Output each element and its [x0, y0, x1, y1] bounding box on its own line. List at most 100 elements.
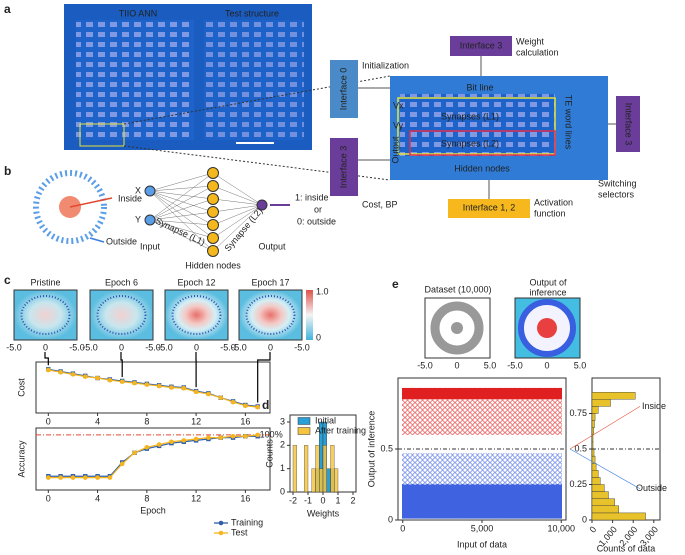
hist-bar	[591, 491, 609, 499]
label: Activation	[534, 197, 573, 207]
map-tick-label: 0	[119, 342, 124, 352]
label: TIIO ANN	[119, 8, 158, 18]
hidden-node	[207, 206, 219, 218]
map-tick-label: 0	[454, 360, 459, 370]
label: Switching	[598, 178, 637, 188]
marker	[255, 404, 260, 410]
hist-bar	[315, 445, 320, 493]
marker	[230, 399, 236, 405]
decision-map	[164, 289, 229, 341]
hidden-node	[207, 193, 219, 205]
label: Synapses (L2)	[441, 138, 499, 148]
map-tick-label: -5.0	[231, 342, 247, 352]
marker	[218, 435, 224, 440]
legend-marker	[218, 520, 224, 526]
outside-arrow	[89, 237, 105, 243]
highlight	[79, 123, 125, 147]
series-line	[48, 434, 258, 479]
map-tick-label: -5.0	[6, 342, 22, 352]
edge	[212, 204, 263, 239]
label: Epoch 6	[105, 277, 138, 287]
hist-bar	[591, 477, 601, 485]
map-tick-label: -5.0	[220, 342, 236, 352]
zoom-line	[123, 145, 391, 181]
legend-entry: Test	[231, 527, 248, 537]
marker	[46, 367, 51, 373]
marker	[107, 377, 113, 383]
y-tick-label: 2	[280, 440, 285, 450]
x-tick-label: 16	[240, 416, 250, 426]
decision-map	[89, 289, 154, 341]
map-tick-label: -5.0	[294, 342, 310, 352]
marker	[58, 475, 63, 480]
dataset-core	[451, 322, 463, 334]
label: Hidden nodes	[185, 260, 241, 270]
ann-array	[76, 20, 194, 140]
marker	[218, 395, 224, 401]
marker	[144, 382, 150, 387]
hist-bar	[591, 470, 599, 478]
interface-box	[330, 138, 358, 196]
point-cloud-inside-dense	[402, 387, 562, 400]
marker	[70, 372, 76, 377]
l2-box	[409, 130, 556, 156]
marker	[206, 391, 211, 397]
label: or	[314, 204, 322, 214]
hist-bar	[304, 445, 309, 493]
marker	[255, 432, 260, 438]
y-axis-label: Cost	[16, 378, 26, 397]
map-tick-label: -5.0	[157, 342, 173, 352]
hist-bar	[591, 441, 594, 450]
label: Weight	[516, 36, 544, 46]
hist-bar	[319, 468, 324, 493]
hist-bar	[330, 445, 335, 493]
label: Interface 3	[338, 146, 348, 189]
legend-swatch	[297, 427, 311, 435]
edge	[149, 219, 214, 226]
edge	[149, 219, 214, 239]
map-tick-label: -5.0	[145, 342, 161, 352]
outer-points	[33, 170, 107, 244]
x-tick-label: 0	[46, 493, 51, 503]
x-axis-label: Input of data	[457, 539, 507, 549]
x-tick-label: 4	[95, 493, 100, 503]
map-tick-label: 5.0	[574, 360, 587, 370]
label: 0	[316, 332, 321, 342]
hidden-node	[207, 232, 219, 244]
hist-bar	[591, 427, 594, 436]
plot-frame	[35, 361, 271, 414]
hist-bar	[292, 445, 297, 493]
marker	[82, 374, 88, 379]
marker	[243, 433, 248, 439]
label: Inside	[642, 401, 666, 411]
label: 0: outside	[297, 216, 336, 226]
edge	[212, 185, 263, 206]
x-axis-label: Weights	[307, 508, 340, 518]
output-node	[256, 199, 268, 211]
label: Initialization	[362, 60, 409, 70]
interface-box	[330, 60, 358, 118]
x-tick-label: 2	[350, 495, 355, 505]
hist-bar	[591, 463, 597, 471]
dataset-ring	[430, 301, 484, 355]
hist-bar	[591, 420, 595, 428]
marker	[193, 436, 199, 442]
callout	[569, 448, 641, 490]
marker	[230, 433, 236, 439]
series-line	[48, 435, 258, 477]
synapse-array	[400, 94, 555, 156]
data-ring	[171, 295, 222, 335]
label: Synapse (L1)	[154, 216, 207, 248]
edge	[212, 204, 263, 252]
label: Interface 3	[460, 40, 503, 50]
y-tick-label: 1	[280, 463, 285, 473]
x-tick-label: 8	[144, 493, 149, 503]
x-tick-label: 12	[191, 493, 201, 503]
marker	[58, 369, 63, 375]
marker	[206, 435, 211, 440]
map-tick-label: 0	[43, 342, 48, 352]
hidden-node	[207, 245, 219, 257]
hist-bar	[591, 512, 646, 521]
decision-map	[13, 289, 78, 341]
